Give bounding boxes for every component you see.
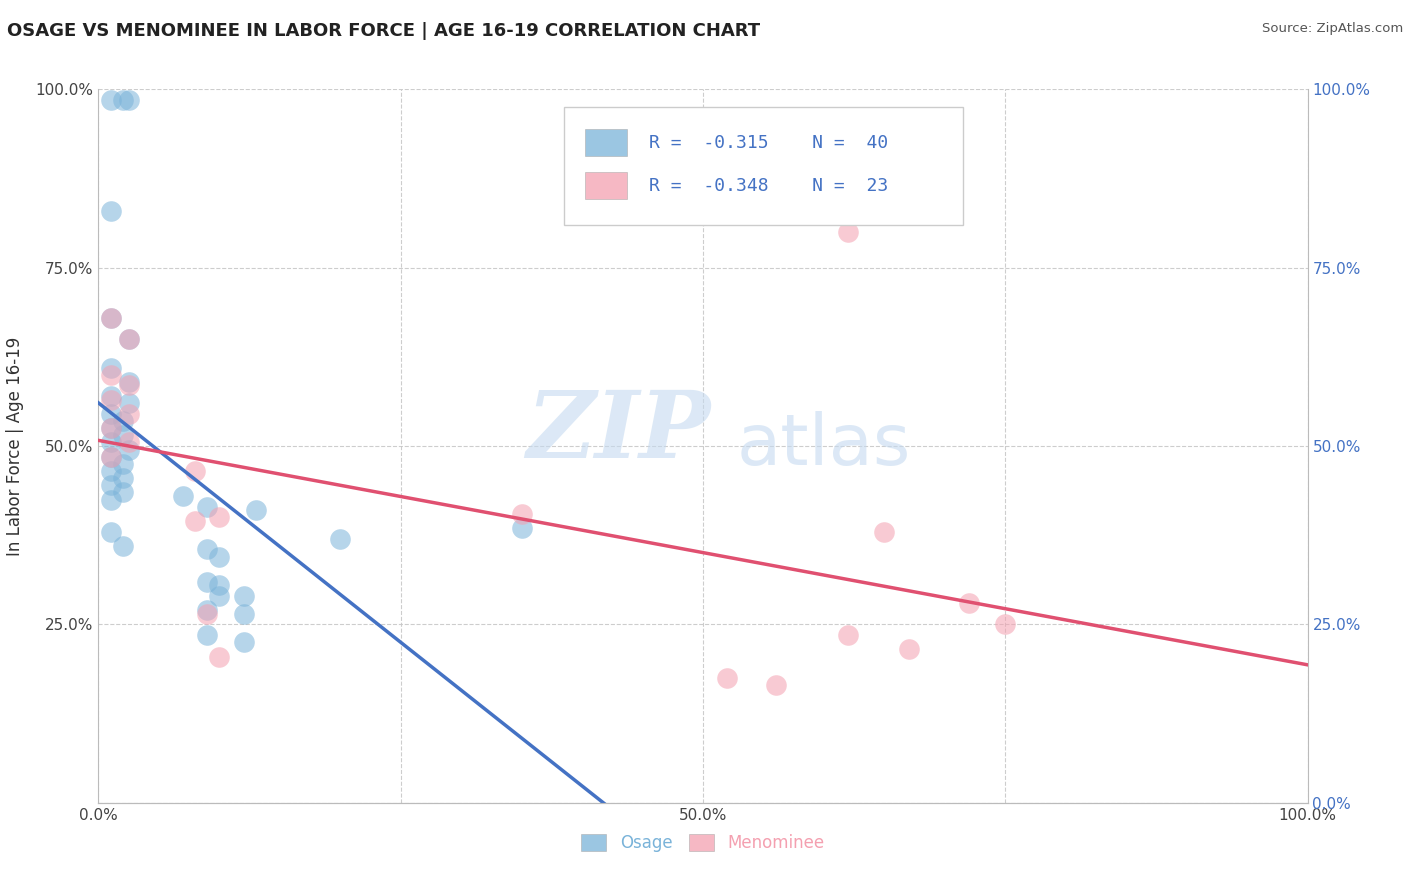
Point — [208, 649, 231, 664]
FancyBboxPatch shape — [564, 107, 963, 225]
Point — [111, 471, 134, 485]
Point — [195, 574, 218, 589]
Point — [195, 607, 218, 621]
FancyBboxPatch shape — [585, 172, 627, 199]
Point — [118, 435, 141, 450]
Point — [184, 464, 207, 478]
Point — [957, 596, 980, 610]
Point — [100, 421, 122, 435]
Point — [100, 464, 122, 478]
Point — [195, 500, 218, 514]
Point — [100, 478, 122, 492]
Point — [118, 93, 141, 107]
Point — [111, 428, 134, 442]
Point — [111, 485, 134, 500]
Point — [232, 607, 254, 621]
Point — [118, 396, 141, 410]
Point — [100, 360, 122, 375]
Point — [245, 503, 267, 517]
Point — [195, 628, 218, 642]
Point — [100, 450, 122, 464]
Y-axis label: In Labor Force | Age 16-19: In Labor Force | Age 16-19 — [7, 336, 24, 556]
Point — [208, 589, 231, 603]
Point — [100, 392, 122, 407]
Point — [195, 603, 218, 617]
Point — [208, 578, 231, 592]
Point — [100, 310, 122, 325]
Point — [100, 450, 122, 464]
Point — [195, 542, 218, 557]
Point — [118, 332, 141, 346]
Text: R =  -0.348    N =  23: R = -0.348 N = 23 — [648, 177, 887, 194]
Point — [111, 414, 134, 428]
Point — [837, 225, 859, 239]
Text: R =  -0.315    N =  40: R = -0.315 N = 40 — [648, 134, 887, 152]
Point — [873, 524, 896, 539]
Text: atlas: atlas — [737, 411, 911, 481]
Point — [100, 524, 122, 539]
Point — [118, 407, 141, 421]
Point — [100, 93, 122, 107]
Point — [118, 442, 141, 457]
Point — [100, 492, 122, 507]
Point — [716, 671, 738, 685]
Point — [111, 539, 134, 553]
Point — [329, 532, 352, 546]
Point — [118, 375, 141, 389]
Point — [510, 507, 533, 521]
Point — [100, 407, 122, 421]
Point — [118, 378, 141, 392]
Point — [100, 389, 122, 403]
Point — [100, 203, 122, 218]
Point — [897, 642, 920, 657]
Point — [837, 628, 859, 642]
Legend: Osage, Menominee: Osage, Menominee — [575, 827, 831, 859]
Point — [510, 521, 533, 535]
Point — [111, 93, 134, 107]
Point — [100, 368, 122, 382]
Point — [100, 435, 122, 450]
Point — [172, 489, 194, 503]
Point — [994, 617, 1017, 632]
Text: ZIP: ZIP — [526, 387, 710, 476]
Point — [232, 635, 254, 649]
Point — [232, 589, 254, 603]
Point — [118, 332, 141, 346]
Text: Source: ZipAtlas.com: Source: ZipAtlas.com — [1263, 22, 1403, 36]
Point — [765, 678, 787, 692]
Point — [208, 510, 231, 524]
FancyBboxPatch shape — [585, 129, 627, 156]
Point — [208, 549, 231, 564]
Point — [100, 310, 122, 325]
Point — [100, 421, 122, 435]
Point — [184, 514, 207, 528]
Point — [111, 457, 134, 471]
Text: OSAGE VS MENOMINEE IN LABOR FORCE | AGE 16-19 CORRELATION CHART: OSAGE VS MENOMINEE IN LABOR FORCE | AGE … — [7, 22, 761, 40]
